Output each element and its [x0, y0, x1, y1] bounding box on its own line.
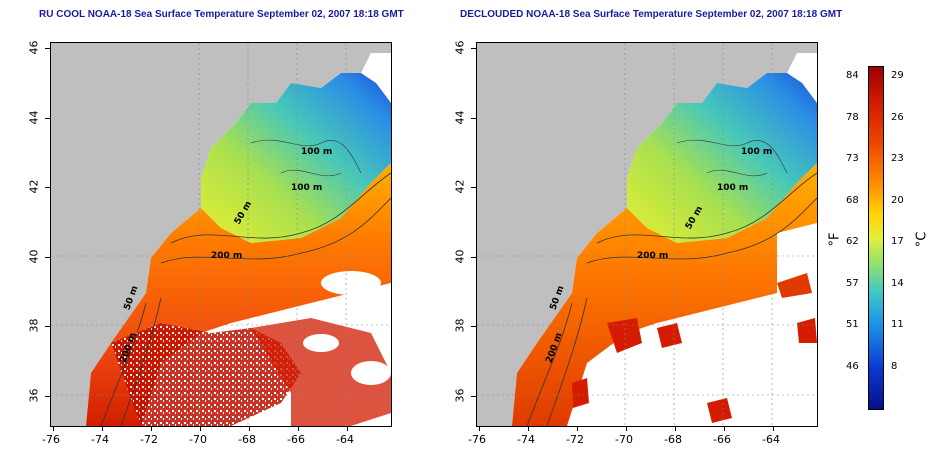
tick-mark: [102, 426, 103, 431]
tick-mark: [471, 326, 476, 327]
tick-mark: [347, 426, 348, 431]
x-tick-label: -68: [238, 433, 256, 446]
warm-water: [512, 163, 817, 426]
colorbar-fahrenheit-label: 57: [846, 277, 859, 289]
tick-mark: [45, 48, 50, 49]
colorbar-fahrenheit-label: 73: [846, 153, 859, 164]
contour-label: 100 m: [741, 147, 773, 157]
tick-mark: [249, 426, 250, 431]
tick-mark: [773, 426, 774, 431]
tick-mark: [298, 426, 299, 431]
right-sst-map[interactable]: 100 m 100 m 50 m 200 m 50 m 200 m: [476, 42, 818, 427]
celsius-unit-label: °C: [914, 231, 930, 248]
x-tick-label: -76: [468, 433, 486, 446]
colorbar-celsius-label: 14: [891, 277, 904, 289]
tick-mark: [471, 395, 476, 397]
tick-mark: [45, 326, 50, 327]
contour-label: 200 m: [637, 251, 669, 261]
left-map-title: RU COOL NOAA-18 Sea Surface Temperature …: [39, 9, 404, 20]
colorbar-celsius-label: 11: [891, 319, 904, 330]
y-tick-label: 40: [27, 249, 41, 263]
tick-mark: [471, 48, 476, 49]
x-tick-label: -70: [189, 433, 207, 446]
contour-label: 100 m: [717, 183, 749, 193]
x-tick-label: -72: [140, 433, 158, 446]
y-tick-label: 42: [453, 179, 467, 194]
x-tick-label: -64: [762, 433, 780, 446]
speckled-region: [111, 323, 301, 426]
colorbar-fahrenheit-label: 51: [846, 319, 859, 330]
contour-label: 100 m: [301, 147, 333, 157]
colorbar-fahrenheit-label: 68: [846, 194, 859, 206]
colorbar-fahrenheit-label: 62: [846, 236, 859, 247]
colorbar-fahrenheit-label: 46: [846, 360, 859, 372]
colorbar-celsius-label: 17: [891, 236, 904, 247]
cool-water: [627, 73, 817, 243]
y-tick-label: 36: [453, 388, 467, 402]
y-tick-label: 38: [453, 318, 467, 333]
tick-mark: [151, 426, 152, 431]
y-tick-label: 46: [453, 40, 467, 55]
land-mass: [477, 43, 817, 426]
tick-mark: [200, 426, 201, 431]
tick-mark: [53, 426, 54, 431]
x-tick-label: -74: [517, 433, 535, 446]
fahrenheit-unit-label: °F: [827, 232, 843, 247]
y-tick-label: 36: [27, 388, 41, 402]
tick-mark: [471, 256, 476, 258]
colorbar-celsius-label: 29: [891, 70, 904, 81]
colorbar-celsius-label: 20: [891, 194, 904, 206]
contour-label: 100 m: [291, 183, 323, 193]
x-tick-label: -72: [566, 433, 584, 446]
tick-mark: [577, 426, 578, 431]
x-tick-label: -68: [664, 433, 682, 446]
y-tick-label: 44: [453, 110, 467, 124]
tick-mark: [528, 426, 529, 431]
y-tick-label: 40: [453, 249, 467, 263]
colorbar-celsius-label: 8: [891, 360, 898, 372]
tick-mark: [45, 256, 50, 258]
tick-mark: [675, 426, 676, 431]
left-sst-map[interactable]: 100 m 100 m 50 m 200 m 50 m 200 m: [50, 42, 392, 427]
y-tick-label: 46: [27, 40, 41, 55]
land-mass: [51, 43, 391, 426]
colorbar-celsius-label: 23: [891, 153, 904, 164]
colorbar-fahrenheit-label: 78: [846, 111, 859, 123]
x-tick-label: -66: [713, 433, 731, 446]
tick-mark: [626, 426, 627, 431]
colorbar-fahrenheit-label: 84: [846, 70, 859, 81]
right-map-title: DECLOUDED NOAA-18 Sea Surface Temperatur…: [460, 9, 843, 20]
y-tick-label: 38: [27, 318, 41, 333]
tick-mark: [45, 117, 50, 119]
x-tick-label: -66: [287, 433, 305, 446]
x-tick-label: -64: [336, 433, 354, 446]
contour-label: 200 m: [211, 251, 243, 261]
tick-mark: [479, 426, 480, 431]
tick-mark: [724, 426, 725, 431]
tick-mark: [45, 395, 50, 397]
y-tick-label: 44: [27, 110, 41, 124]
tick-mark: [45, 187, 50, 188]
x-tick-label: -76: [42, 433, 60, 446]
x-tick-label: -74: [91, 433, 109, 446]
y-tick-label: 42: [27, 179, 41, 194]
colorbar-celsius-label: 26: [891, 111, 904, 123]
tick-mark: [471, 187, 476, 188]
tick-mark: [471, 117, 476, 119]
temperature-colorbar: [868, 66, 884, 410]
x-tick-label: -70: [615, 433, 633, 446]
cool-water: [201, 73, 391, 243]
